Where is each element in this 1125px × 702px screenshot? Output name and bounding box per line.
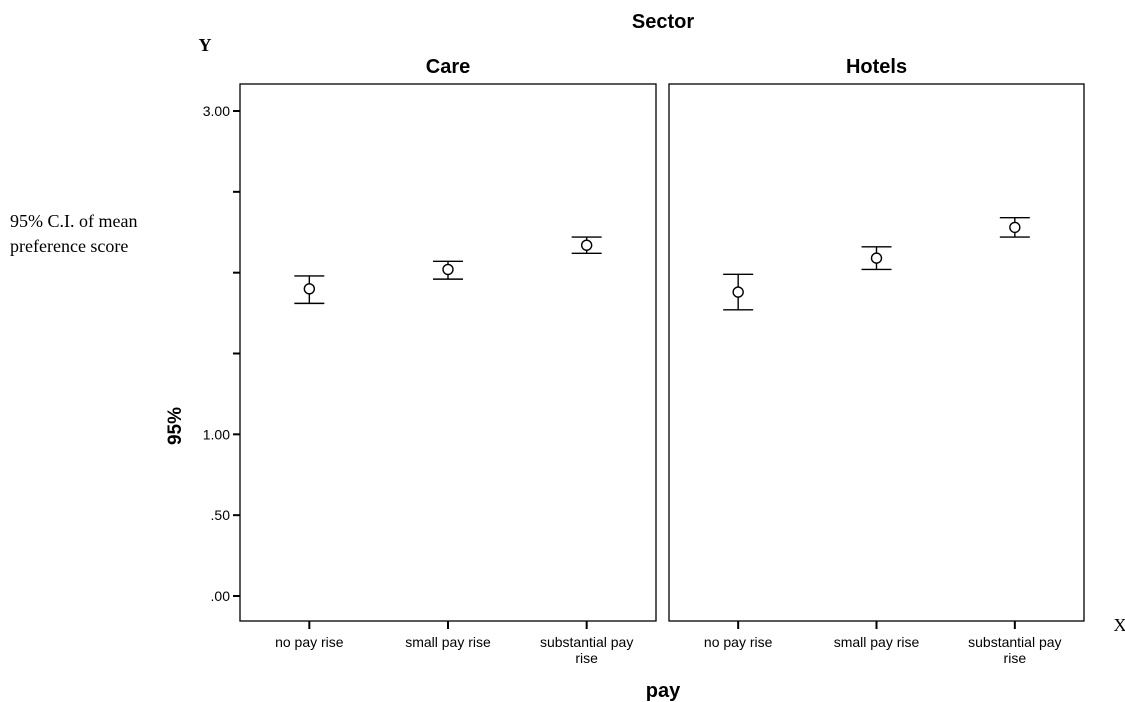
x-axis-label: pay <box>646 680 681 702</box>
x-tick-label-p2-2: small pay rise <box>834 634 920 650</box>
y-tick-label-0: .00 <box>211 588 231 604</box>
y-axis-label: 95% <box>165 407 186 445</box>
panel-frame-2 <box>668 83 1085 622</box>
mean-marker-p2-3 <box>1009 221 1021 234</box>
y-tick-label-2: 1.00 <box>203 426 230 442</box>
side-label-line-2: preference score <box>10 236 128 256</box>
x-corner-label: X <box>1114 615 1125 635</box>
x-tick-label-p1-1: no pay rise <box>275 634 344 650</box>
mean-marker-p1-2 <box>442 263 454 276</box>
plot-area: .00 .50 1.00 3.00 Care no pay rise small pay r… <box>203 56 1085 666</box>
y-tick-label-6: 3.00 <box>203 103 230 119</box>
mean-marker-p1-1 <box>303 283 316 295</box>
x-tick-label-p1-3-line2: rise <box>575 650 598 666</box>
mean-marker-p2-2 <box>870 252 883 264</box>
side-label-line-1: 95% C.I. of mean <box>10 211 137 231</box>
mean-marker-p2-1 <box>732 286 744 298</box>
x-tick-label-p2-3-line1: substantial pay <box>968 634 1061 650</box>
mean-marker-p1-3 <box>580 239 593 251</box>
x-tick-label-p1-2: small pay rise <box>405 634 491 650</box>
x-tick-label-p1-3-line1: substantial pay <box>540 634 633 650</box>
x-tick-label-p2-3-line2: rise <box>1004 650 1027 666</box>
chart-title: Sector <box>632 11 694 33</box>
panel-title-2: Hotels <box>846 56 907 78</box>
x-tick-label-p2-1: no pay rise <box>704 634 773 650</box>
y-corner-label: Y <box>199 35 212 55</box>
panel-title-1: Care <box>426 56 470 78</box>
y-tick-label-1: .50 <box>211 507 231 523</box>
panel-frame-1 <box>239 83 657 622</box>
